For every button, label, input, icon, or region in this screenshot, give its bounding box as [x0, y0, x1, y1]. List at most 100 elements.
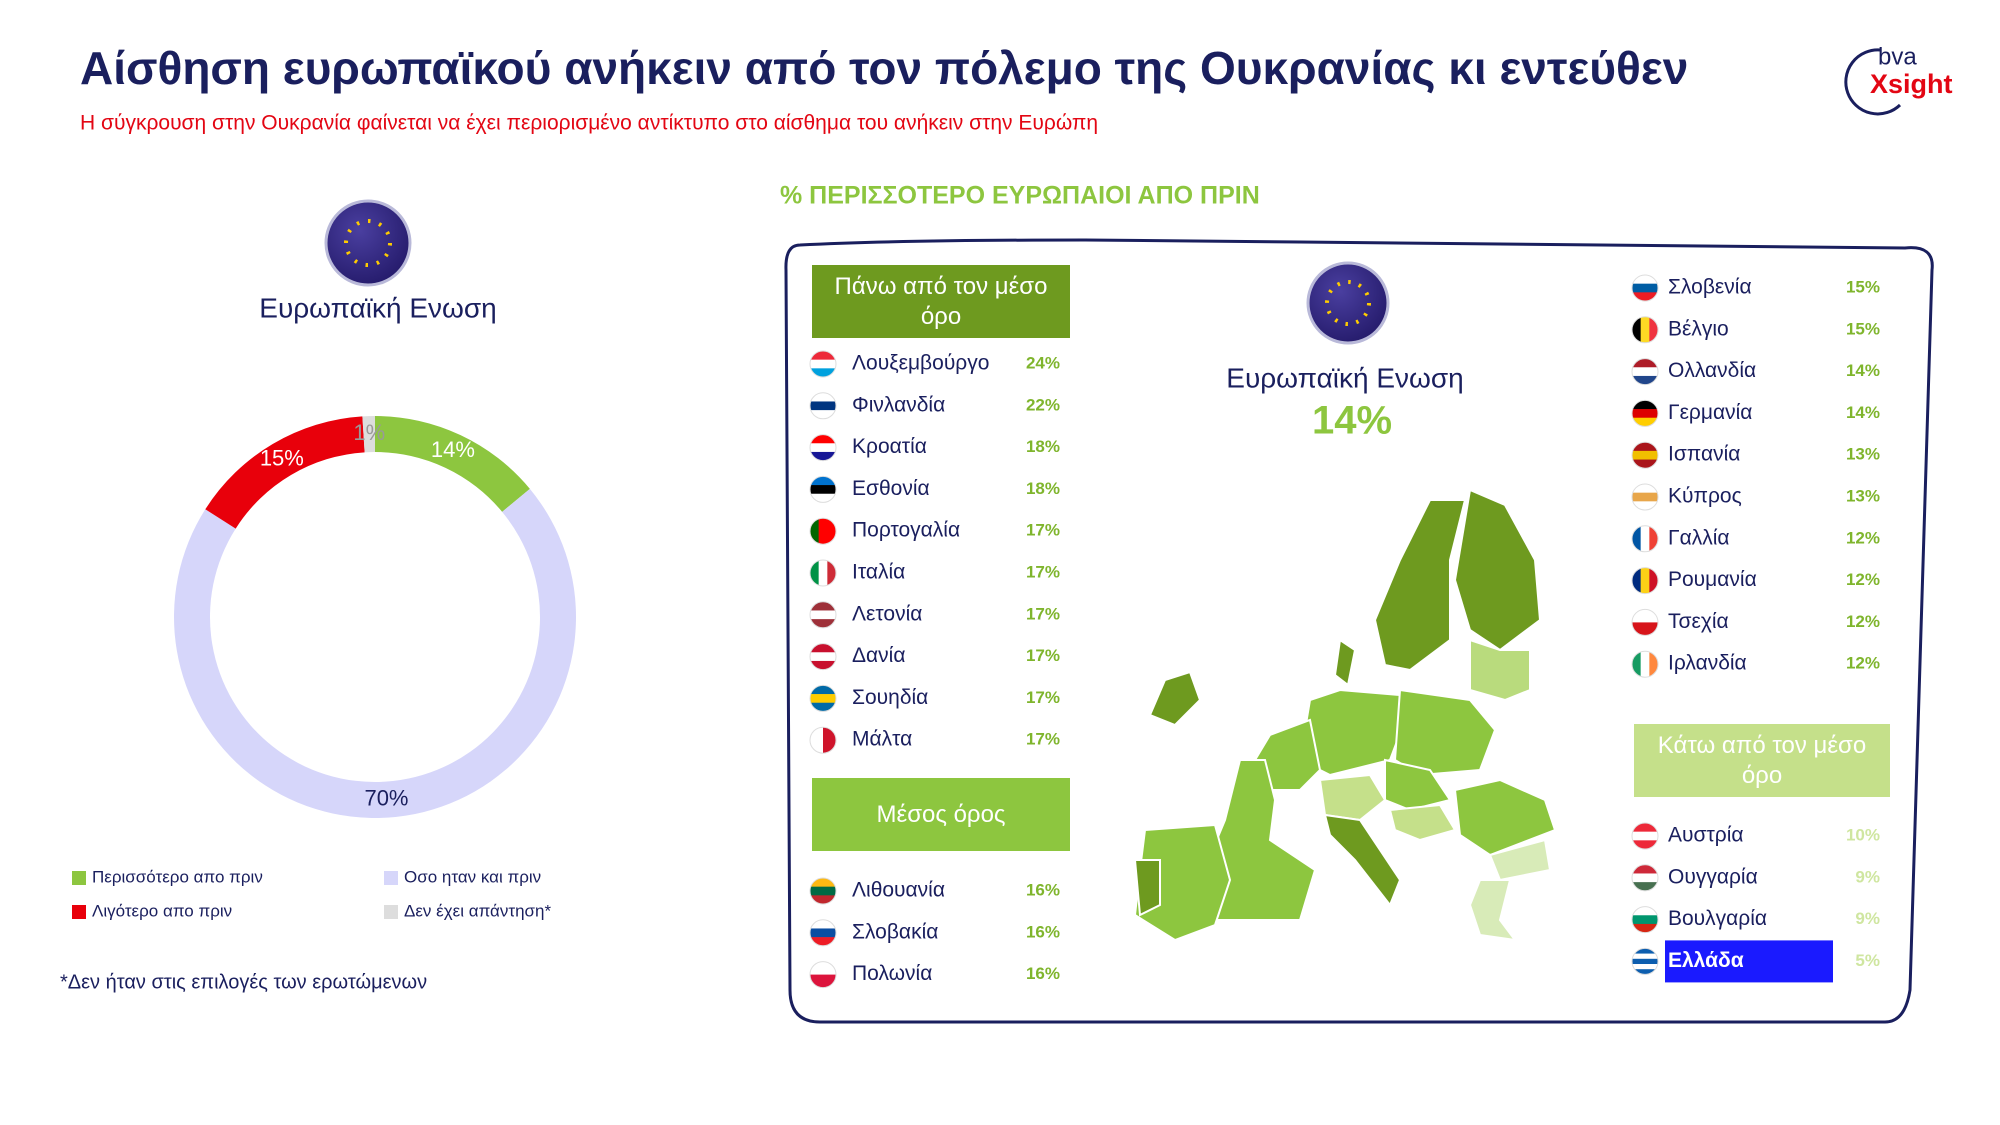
flag-stripe [810, 493, 836, 503]
subtitle: Η σύγκρουση στην Ουκρανία φαίνεται να έχ… [80, 112, 1098, 135]
flag-ring [809, 726, 837, 754]
country-name: Τσεχία [1668, 610, 1729, 633]
flag-stripe [1632, 375, 1658, 385]
flag-stripe [1632, 283, 1658, 293]
country-value: 12% [1846, 570, 1880, 589]
flag-stripe [1632, 651, 1641, 678]
flag-stripe [810, 410, 836, 420]
flag-stripe [810, 359, 836, 369]
flag-ring [809, 877, 837, 905]
flag-stripe [1632, 459, 1658, 469]
flag-stripe [1632, 840, 1658, 850]
flag-stripe [810, 560, 819, 586]
flag-stripe [810, 702, 836, 712]
country-name: Βουλγαρία [1668, 907, 1767, 930]
flag-stripe [818, 518, 828, 545]
flag [810, 727, 837, 754]
legend-label: Δεν έχει απάντηση* [404, 901, 551, 920]
country-name: Σουηδία [852, 686, 928, 709]
country-value: 15% [1846, 277, 1880, 296]
country-name: Σλοβενία [1668, 276, 1752, 299]
legend-swatch [72, 905, 86, 919]
flag [810, 351, 836, 378]
flag-stripe [810, 878, 836, 887]
flag-stripe [810, 727, 824, 754]
country-value: 24% [1026, 353, 1060, 372]
flag [810, 685, 836, 712]
country-value: 14% [1846, 361, 1880, 380]
group-header [812, 778, 1070, 851]
flag [810, 476, 836, 503]
country-value: 9% [1855, 867, 1880, 886]
country-name: Ελλάδα [1668, 949, 1744, 972]
flag-stripe [1632, 915, 1658, 925]
country-value: 10% [1846, 825, 1880, 844]
flag-stripe [810, 619, 836, 629]
country-name: Πολωνία [852, 962, 932, 985]
flag-stripe [810, 937, 836, 947]
flag-stripe [1632, 567, 1641, 594]
flag-stripe [1632, 484, 1658, 493]
flag-stripe [1632, 958, 1658, 965]
country-value: 16% [1026, 964, 1060, 983]
flag-stripe [1632, 316, 1641, 343]
flag-stripe [810, 401, 836, 411]
country-value: 14% [1846, 403, 1880, 422]
flag-stripe [823, 727, 837, 754]
group-label: Κάτω από τον μέσο όρο [1657, 731, 1867, 789]
country-name: Ιρλανδία [1668, 652, 1747, 675]
country-name: Βέλγιο [1668, 317, 1729, 340]
flag [1632, 864, 1658, 892]
country-name: Ολλανδία [1668, 359, 1756, 382]
country-value: 17% [1026, 562, 1060, 581]
flag-ring [1631, 441, 1659, 469]
country-name: Λετονία [852, 602, 922, 625]
footnote: *Δεν ήταν στις επιλογές των ερωτώμενων [60, 971, 427, 993]
flag-stripe [810, 886, 836, 896]
group-header [812, 265, 1070, 338]
flag [1632, 567, 1659, 594]
legend-label: Περισσότερο απο πριν [92, 867, 263, 886]
flag-ring [1631, 483, 1659, 511]
group-label: Μέσος όρος [876, 800, 1006, 828]
flag-stripe [1649, 567, 1659, 594]
country-value: 17% [1026, 646, 1060, 665]
country-value: 12% [1846, 612, 1880, 631]
flag [810, 878, 836, 905]
flag-stripe [1632, 492, 1658, 502]
flag-stripe [810, 895, 836, 905]
flag-stripe [810, 451, 836, 461]
flag-ring [1631, 399, 1659, 427]
flag-stripe [1632, 609, 1658, 623]
country-name: Φινλανδία [852, 393, 945, 416]
legend-label: Λιγότερο απο πριν [92, 901, 232, 920]
flag-ring [1631, 567, 1659, 595]
flag-stripe [1632, 622, 1658, 636]
flag-stripe [1632, 953, 1658, 960]
country-name: Λουξεμβούργο [852, 352, 989, 375]
highlight [1665, 940, 1833, 983]
flag-ring [809, 961, 837, 989]
flag [1632, 906, 1658, 933]
flag-ring [1631, 358, 1659, 386]
country-value: 12% [1846, 654, 1880, 673]
flag-stripe [1632, 525, 1641, 552]
value-label: 14% [431, 437, 475, 462]
flag-stripe [810, 694, 836, 704]
flag [810, 560, 837, 586]
flag-ring [1631, 947, 1659, 975]
flag-stripe [810, 434, 836, 444]
donut-title: Ευρωπαϊκή Ενωση [259, 292, 496, 323]
flag [1632, 442, 1658, 469]
flag-stripe [1632, 882, 1658, 892]
country-value: 17% [1026, 521, 1060, 540]
flag-stripe [1632, 450, 1658, 460]
flag [1632, 400, 1658, 427]
flag-stripe [1632, 964, 1658, 970]
flag-stripe [810, 660, 836, 670]
flag-stripe [1632, 400, 1658, 410]
country-name: Πορτογαλία [852, 519, 960, 542]
legend-swatch [384, 905, 398, 919]
flag-stripe [1632, 969, 1658, 975]
